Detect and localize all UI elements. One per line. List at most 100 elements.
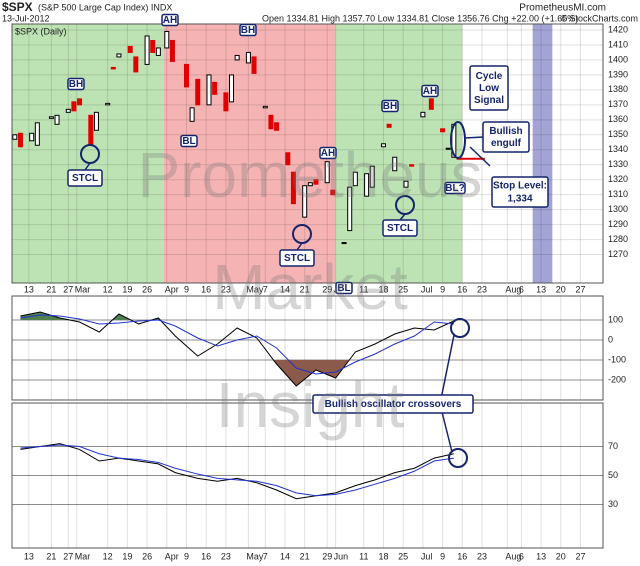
x-tick-label: 14: [280, 284, 290, 294]
candle: [133, 56, 139, 73]
x-tick-label: 25: [398, 551, 408, 561]
x-tick-label: 20: [556, 551, 566, 561]
x-tick-label: 9: [184, 284, 189, 294]
x-tick-label: 21: [46, 284, 56, 294]
watermark: Insight: [216, 369, 405, 441]
x-tick-label: May: [246, 551, 264, 561]
annotation-link: [399, 213, 406, 221]
x-tick-label: 18: [378, 284, 388, 294]
y-tick-label: 1410: [608, 39, 628, 49]
annotation-box: [319, 146, 337, 160]
x-tick-label: 21: [46, 551, 56, 561]
candle: [12, 134, 18, 140]
y-tick-label: 1270: [608, 249, 628, 259]
candle: [364, 173, 370, 197]
x-tick-label: 9: [184, 551, 189, 561]
annotation-box: [469, 65, 509, 111]
x-tick-label: 11: [359, 551, 368, 561]
x-tick-label: 27: [575, 551, 585, 561]
y-tick-label: 0: [608, 334, 613, 344]
candle: [302, 185, 308, 218]
candle: [206, 74, 212, 106]
candle: [251, 56, 257, 74]
annotation-box: [161, 13, 179, 27]
index-name: (S&P 500 Large Cap Index) INDX: [38, 2, 172, 12]
candle: [17, 132, 23, 148]
x-tick-label: 7: [263, 551, 268, 561]
oscillator-line: [20, 314, 454, 375]
x-tick-label: 9: [440, 284, 445, 294]
x-tick-label: 16: [457, 551, 467, 561]
annotation-box: [279, 249, 315, 267]
x-tick-label: 12: [103, 284, 113, 294]
y-tick-label: 1400: [608, 54, 628, 64]
candle: [110, 66, 116, 70]
x-tick-label: Apr: [165, 551, 179, 561]
y-tick-label: 1290: [608, 219, 628, 229]
candle: [268, 114, 274, 130]
annotation-line: STCL: [387, 223, 413, 234]
annotation: STCL: [387, 223, 413, 234]
oscillator-line: [20, 443, 454, 500]
candle: [54, 114, 60, 125]
panel-frame: [11, 23, 604, 284]
x-tick-label: 21: [300, 284, 310, 294]
candle: [347, 186, 353, 232]
annotation-box: [239, 23, 257, 37]
candle: [48, 116, 54, 119]
annotation-box: [491, 176, 549, 208]
annotation-line: BH: [241, 25, 255, 36]
annotation-line: AH: [321, 148, 335, 159]
annotation-line: engulf: [491, 138, 522, 149]
y-tick-label: 1370: [608, 99, 628, 109]
y-tick-label: 50: [608, 470, 618, 480]
annotation: BH: [241, 25, 255, 36]
annotation-line: BL?: [445, 183, 464, 194]
annotation: AH: [163, 15, 177, 26]
candle: [386, 123, 392, 128]
candle: [324, 161, 330, 184]
candle: [77, 98, 83, 106]
cycle-region: [12, 24, 164, 283]
x-tick-label: 16: [201, 551, 211, 561]
annotation-box: [67, 77, 85, 91]
cycle-region: [335, 24, 463, 283]
candle: [330, 189, 336, 196]
watermark: Prometheus: [137, 139, 482, 211]
x-tick-label: 16: [457, 284, 467, 294]
x-tick-label: 9: [440, 551, 445, 561]
annotation: BH: [383, 101, 397, 112]
candle: [88, 114, 94, 146]
annotation: BL: [182, 136, 195, 147]
candle: [245, 51, 251, 64]
candle: [392, 156, 398, 172]
x-tick-label: 13: [536, 284, 546, 294]
x-tick-label: Jun: [334, 551, 349, 561]
candle: [150, 39, 156, 53]
annotation: AH: [423, 86, 437, 97]
candle: [285, 152, 291, 166]
x-tick-label: 11: [359, 284, 368, 294]
candle: [229, 74, 235, 103]
annotation-box: [180, 134, 198, 148]
annotation-circle: [448, 448, 468, 468]
annotation-line: Cycle: [476, 71, 503, 82]
annotation-box: [382, 219, 418, 237]
y-tick-label: 1360: [608, 114, 628, 124]
chart-date: 13-Jul-2012: [2, 13, 50, 23]
annotation: STCL: [284, 253, 310, 264]
candle: [274, 122, 280, 131]
annotation-line: BH: [383, 101, 397, 112]
stop-title: Stop Level:: [493, 181, 547, 192]
candle: [127, 45, 133, 53]
candle: [34, 122, 40, 146]
x-tick-label: 29: [322, 551, 332, 561]
watermark: Market: [212, 251, 408, 323]
annotation-line: Bullish oscillator crossovers: [325, 399, 462, 410]
candle: [290, 171, 296, 205]
annotation-line: BH: [69, 79, 83, 90]
ohlc: Open 1334.81 High 1357.70 Low 1334.81 Cl…: [262, 13, 578, 23]
y-tick-label: 30: [608, 499, 618, 509]
y-tick-label: 1280: [608, 234, 628, 244]
x-tick-label: 29: [322, 284, 332, 294]
